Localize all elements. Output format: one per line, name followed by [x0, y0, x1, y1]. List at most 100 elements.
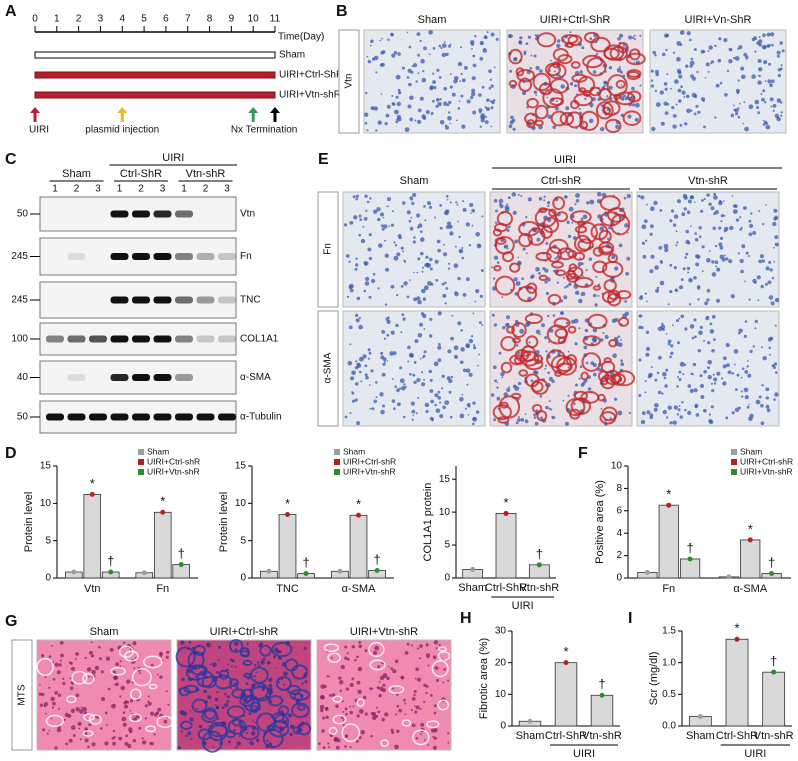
day-label: 8	[207, 14, 213, 25]
texture	[415, 80, 418, 83]
texture	[147, 700, 150, 703]
texture	[758, 395, 762, 399]
texture	[773, 398, 776, 401]
texture	[457, 220, 459, 223]
texture	[397, 88, 401, 92]
texture	[738, 45, 743, 50]
texture	[54, 662, 59, 667]
texture	[349, 283, 354, 289]
texture	[443, 243, 445, 246]
texture	[509, 69, 513, 73]
texture	[359, 218, 363, 222]
texture	[457, 61, 463, 67]
texture	[394, 744, 399, 750]
texture	[585, 361, 589, 365]
legend-label: UIRI+Vtn-shR	[343, 466, 396, 476]
texture	[523, 52, 527, 56]
texture	[248, 712, 252, 716]
bar	[278, 514, 297, 579]
texture	[352, 195, 356, 199]
texture	[599, 226, 605, 232]
texture	[273, 655, 276, 659]
texture	[493, 323, 498, 327]
texture	[457, 321, 462, 326]
bar-marker	[108, 569, 114, 575]
texture	[620, 359, 623, 363]
texture	[75, 658, 77, 660]
texture	[411, 418, 414, 421]
texture	[358, 316, 361, 319]
texture	[434, 259, 439, 264]
texture	[166, 650, 170, 654]
texture	[365, 209, 368, 212]
texture	[410, 70, 414, 74]
texture	[71, 682, 75, 685]
texture	[480, 269, 484, 272]
texture	[364, 364, 368, 368]
texture	[379, 39, 382, 42]
texture	[124, 650, 139, 662]
texture	[415, 412, 418, 415]
texture	[498, 198, 504, 204]
texture	[355, 739, 359, 743]
texture	[524, 313, 543, 325]
texture	[216, 671, 219, 674]
texture	[708, 413, 711, 416]
texture	[432, 80, 436, 84]
texture	[179, 710, 185, 715]
texture	[428, 53, 431, 56]
significance-mark: †	[598, 677, 605, 692]
texture	[676, 56, 681, 62]
texture	[694, 403, 699, 408]
y-tick-label: 4	[616, 528, 622, 539]
texture	[461, 78, 466, 83]
band	[89, 413, 107, 421]
texture	[447, 267, 451, 270]
texture	[88, 650, 93, 655]
texture	[494, 379, 497, 383]
texture	[676, 385, 679, 388]
texture	[439, 98, 442, 101]
band	[175, 413, 193, 421]
texture	[386, 676, 390, 680]
texture	[746, 365, 749, 368]
texture	[461, 393, 464, 396]
texture	[538, 197, 543, 201]
texture	[399, 378, 405, 384]
bar-marker	[374, 568, 380, 574]
texture	[420, 237, 425, 242]
texture	[139, 672, 142, 675]
texture	[450, 336, 454, 341]
texture	[691, 76, 697, 81]
band	[175, 210, 193, 218]
texture	[639, 34, 642, 37]
texture	[761, 97, 765, 102]
texture	[196, 707, 199, 710]
texture	[495, 209, 498, 213]
bar-marker	[771, 669, 777, 675]
texture	[557, 54, 573, 65]
texture	[670, 87, 672, 90]
texture	[606, 237, 610, 241]
texture	[384, 712, 389, 717]
texture	[368, 351, 372, 355]
texture	[483, 35, 488, 40]
texture	[698, 226, 702, 230]
texture	[378, 243, 383, 248]
texture	[566, 111, 583, 129]
texture	[394, 244, 398, 247]
texture	[501, 296, 504, 299]
texture	[533, 54, 537, 58]
x-tick-label: Sham	[686, 730, 715, 742]
texture	[595, 275, 598, 278]
texture	[478, 93, 482, 97]
texture	[448, 44, 451, 48]
column-label: UIRI+Ctrl-shR	[210, 626, 279, 638]
texture	[535, 65, 540, 71]
texture	[713, 192, 716, 196]
texture	[780, 64, 783, 67]
texture	[658, 246, 663, 250]
texture	[339, 689, 342, 692]
texture	[456, 203, 459, 206]
texture	[696, 254, 701, 259]
